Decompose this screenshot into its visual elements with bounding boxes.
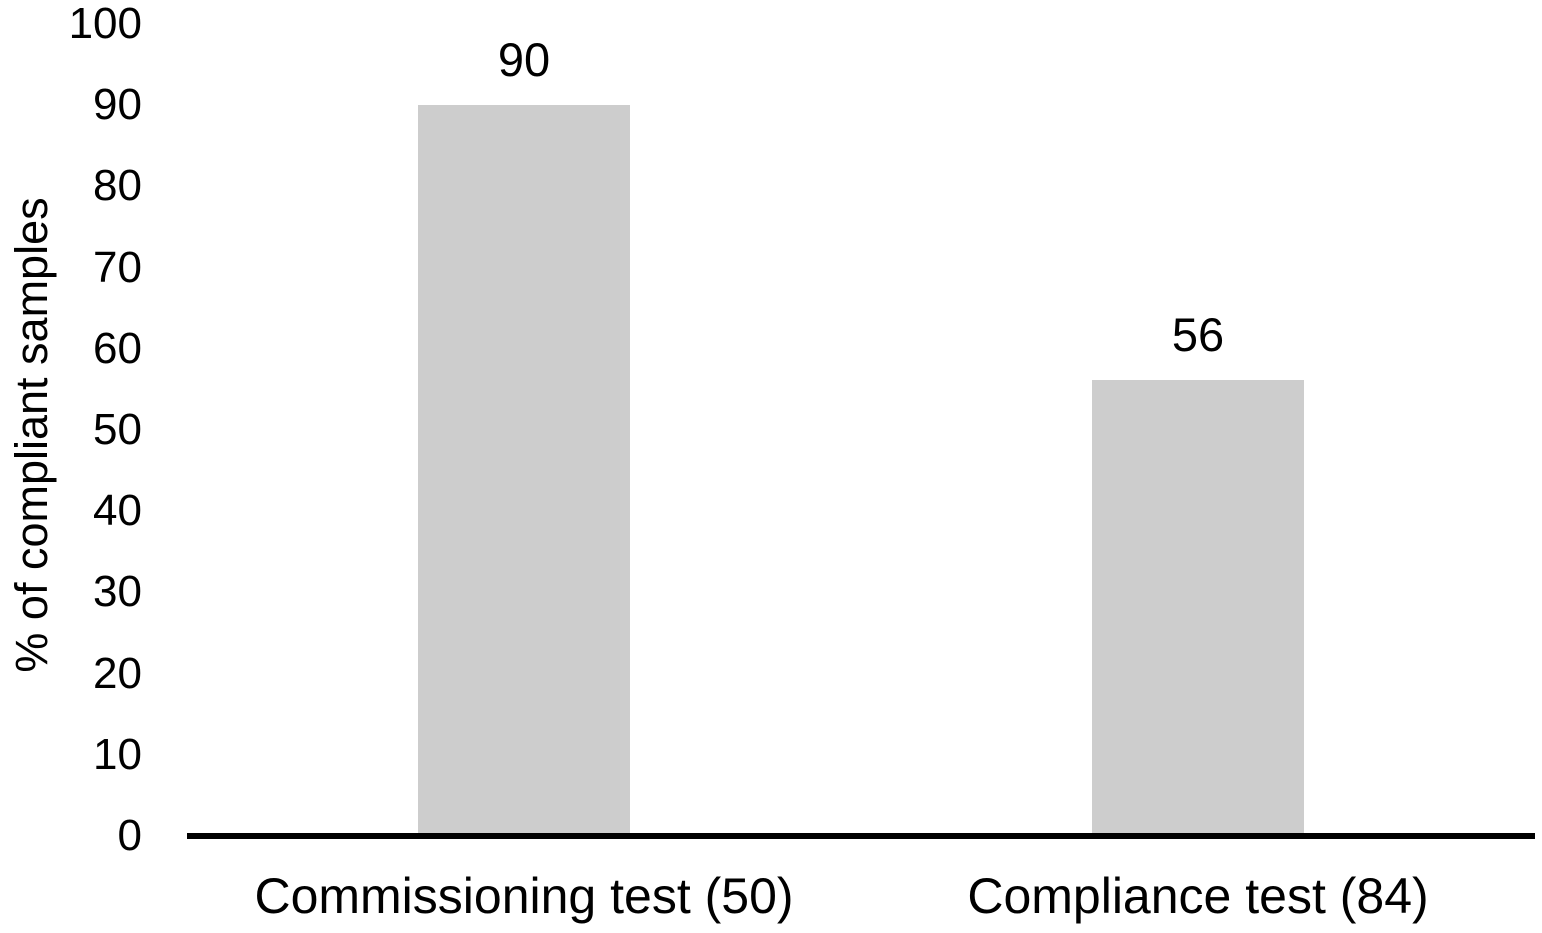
y-axis-tick-label: 50 [93, 404, 142, 454]
y-axis-tick-label: 70 [93, 242, 142, 292]
y-axis-tick-label: 20 [93, 648, 142, 698]
y-axis-tick-labels: 100 90 80 70 60 50 40 30 20 10 0 [0, 2, 142, 858]
x-axis-line [187, 833, 1535, 839]
category-label: Compliance test (84) [967, 868, 1429, 924]
y-axis-tick-label: 0 [117, 810, 142, 860]
y-axis-tick-label: 80 [93, 161, 142, 211]
y-axis-tick-label: 90 [93, 80, 142, 130]
bar-value-label: 90 [497, 32, 551, 86]
x-axis-category-labels: Commissioning test (50) Compliance test … [187, 866, 1535, 926]
bar-group-commissioning-test: 90 [187, 24, 861, 833]
y-axis-tick-label: 60 [93, 323, 142, 373]
bar [1092, 379, 1304, 833]
plot-area: 90 56 [187, 24, 1535, 833]
bar [418, 104, 630, 833]
y-axis-tick-label: 100 [68, 0, 142, 48]
bar-value-label: 56 [1171, 307, 1225, 361]
bar-group-compliance-test: 56 [861, 24, 1535, 833]
y-axis-tick-label: 10 [93, 729, 142, 779]
y-axis-tick-label: 30 [93, 567, 142, 617]
category-label: Commissioning test (50) [254, 868, 794, 924]
y-axis-tick-label: 40 [93, 486, 142, 536]
